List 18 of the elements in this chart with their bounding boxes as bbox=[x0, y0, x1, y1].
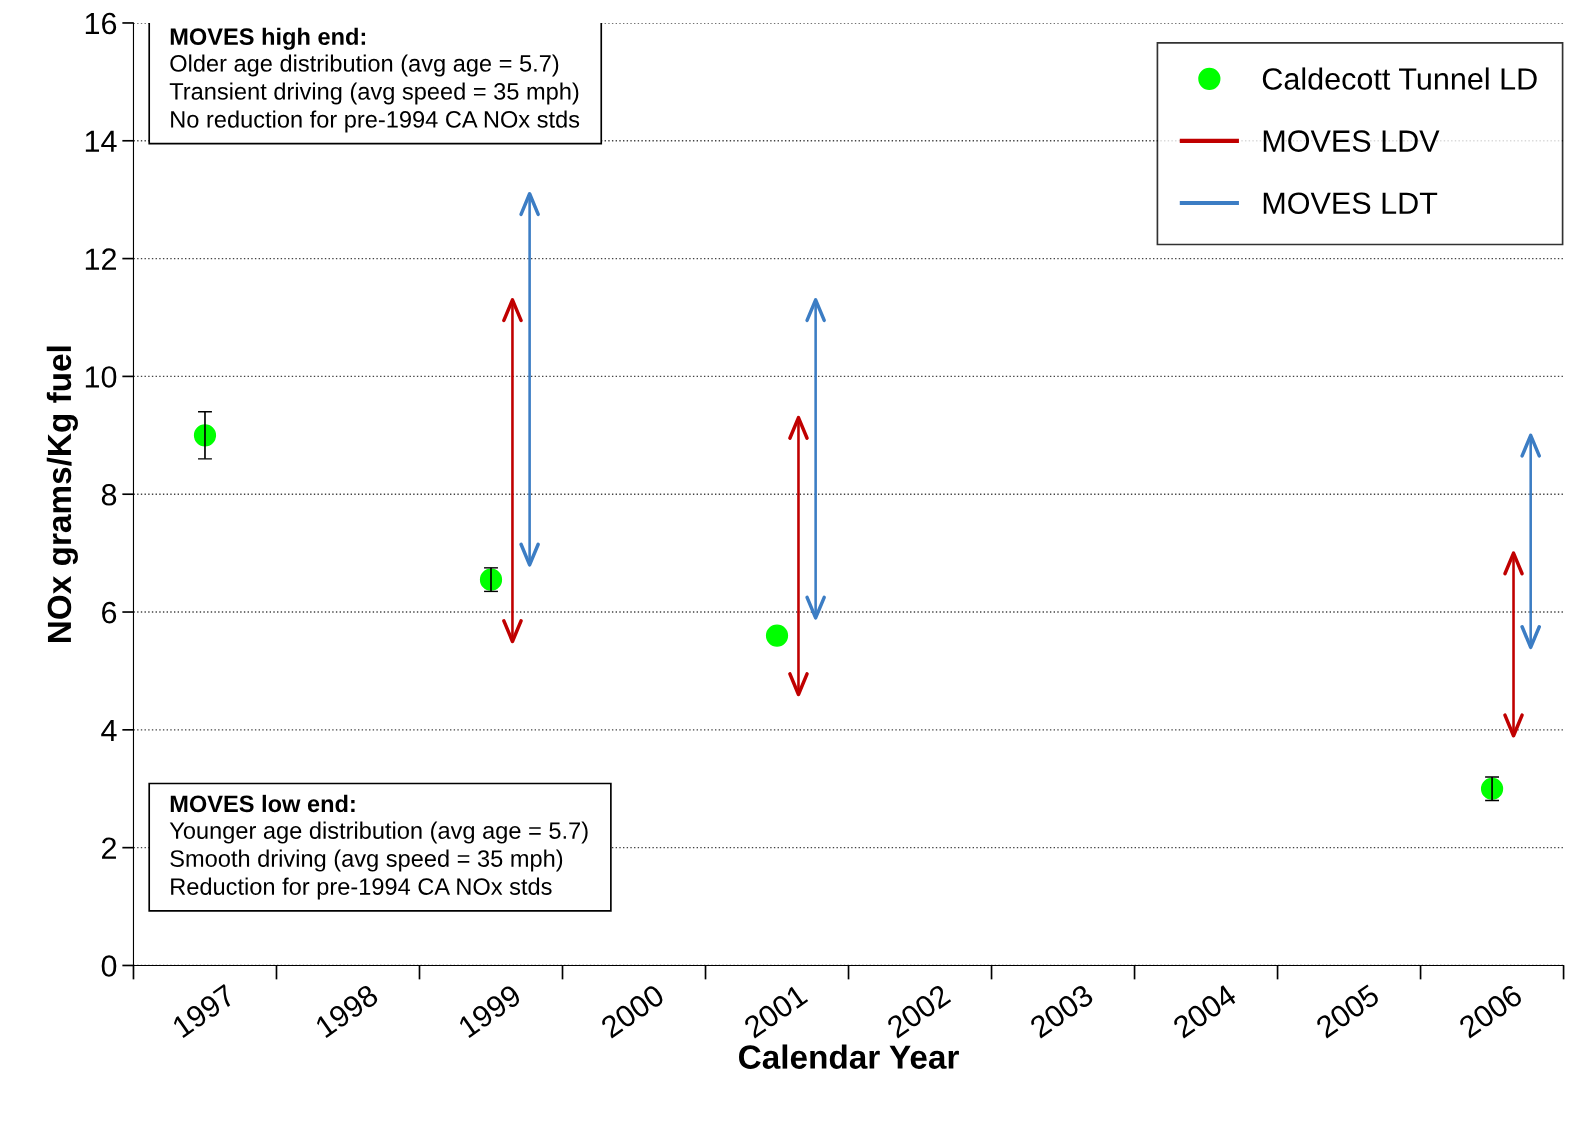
annotation: MOVES low end: Younger age distribution (avg age = 5.7) Smooth driving (avg speed = 35 mph) Reduction for pre-1994 CA NOx stds bbox=[169, 794, 588, 900]
y-tick-label: 6 bbox=[102, 601, 117, 624]
point bbox=[765, 624, 789, 647]
y-tick-label: 8 bbox=[101, 483, 117, 506]
y-tick-label: 10 bbox=[85, 366, 117, 388]
legend-label: Caldecott Tunnel LD bbox=[1262, 67, 1537, 90]
y-tick-label: 0 bbox=[101, 955, 117, 977]
annotation: MOVES high end: Older age distribution (avg age = 5.7) Transient driving (avg speed = 35 mph) No reduction for pre-1994 CA NOx stds bbox=[169, 27, 580, 133]
y-tick-label: 12 bbox=[85, 248, 116, 270]
x-tick-label: 2001 bbox=[742, 983, 809, 1039]
legend-label: MOVES LDT bbox=[1263, 192, 1438, 215]
x-axis-title: Calendar Year bbox=[739, 1044, 959, 1069]
y-tick-label: 16 bbox=[85, 12, 117, 35]
y-tick-label: 2 bbox=[102, 837, 116, 859]
y-tick-label: 4 bbox=[101, 719, 117, 741]
legend-label: MOVES LDV bbox=[1263, 130, 1440, 152]
y-axis-title: NOx grams/Kg fuel bbox=[46, 346, 78, 643]
y-tick-label: 14 bbox=[85, 130, 117, 152]
